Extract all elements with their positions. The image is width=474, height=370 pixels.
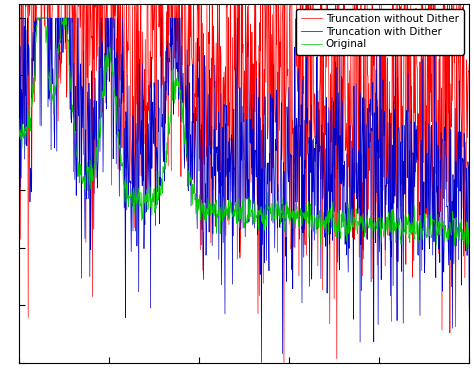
Truncation without Dither [466, 61, 472, 66]
Legend: Truncation without Dither, Truncation with Dither, Original: Truncation without Dither, Truncation wi… [296, 9, 464, 54]
Original [16, 116, 22, 121]
Truncation with Dither [377, 249, 383, 254]
Truncation without Dither [400, 194, 406, 198]
Truncation without Dither [162, 126, 167, 131]
Original [25, 111, 31, 116]
Truncation without Dither [281, 360, 287, 365]
Truncation with Dither [401, 321, 406, 325]
Truncation with Dither [235, 87, 241, 91]
Truncation without Dither [376, 114, 382, 118]
Truncation with Dither [162, 79, 168, 84]
Truncation with Dither [20, 16, 26, 20]
Original [162, 165, 168, 169]
Truncation without Dither [25, 13, 31, 18]
Original [466, 235, 472, 239]
Truncation without Dither [235, 257, 240, 261]
Truncation with Dither [192, 137, 198, 141]
Truncation with Dither [466, 307, 472, 311]
Original [376, 216, 382, 220]
Truncation with Dither [259, 360, 264, 365]
Original [400, 231, 406, 236]
Original [35, 16, 40, 20]
Truncation with Dither [16, 60, 22, 65]
Original [192, 198, 198, 202]
Truncation with Dither [26, 73, 31, 77]
Line: Original: Original [19, 18, 469, 250]
Truncation without Dither [192, 191, 198, 195]
Line: Truncation without Dither: Truncation without Dither [19, 4, 469, 363]
Original [235, 211, 241, 215]
Truncation without Dither [16, 1, 22, 6]
Line: Truncation with Dither: Truncation with Dither [19, 18, 469, 363]
Original [464, 248, 469, 252]
